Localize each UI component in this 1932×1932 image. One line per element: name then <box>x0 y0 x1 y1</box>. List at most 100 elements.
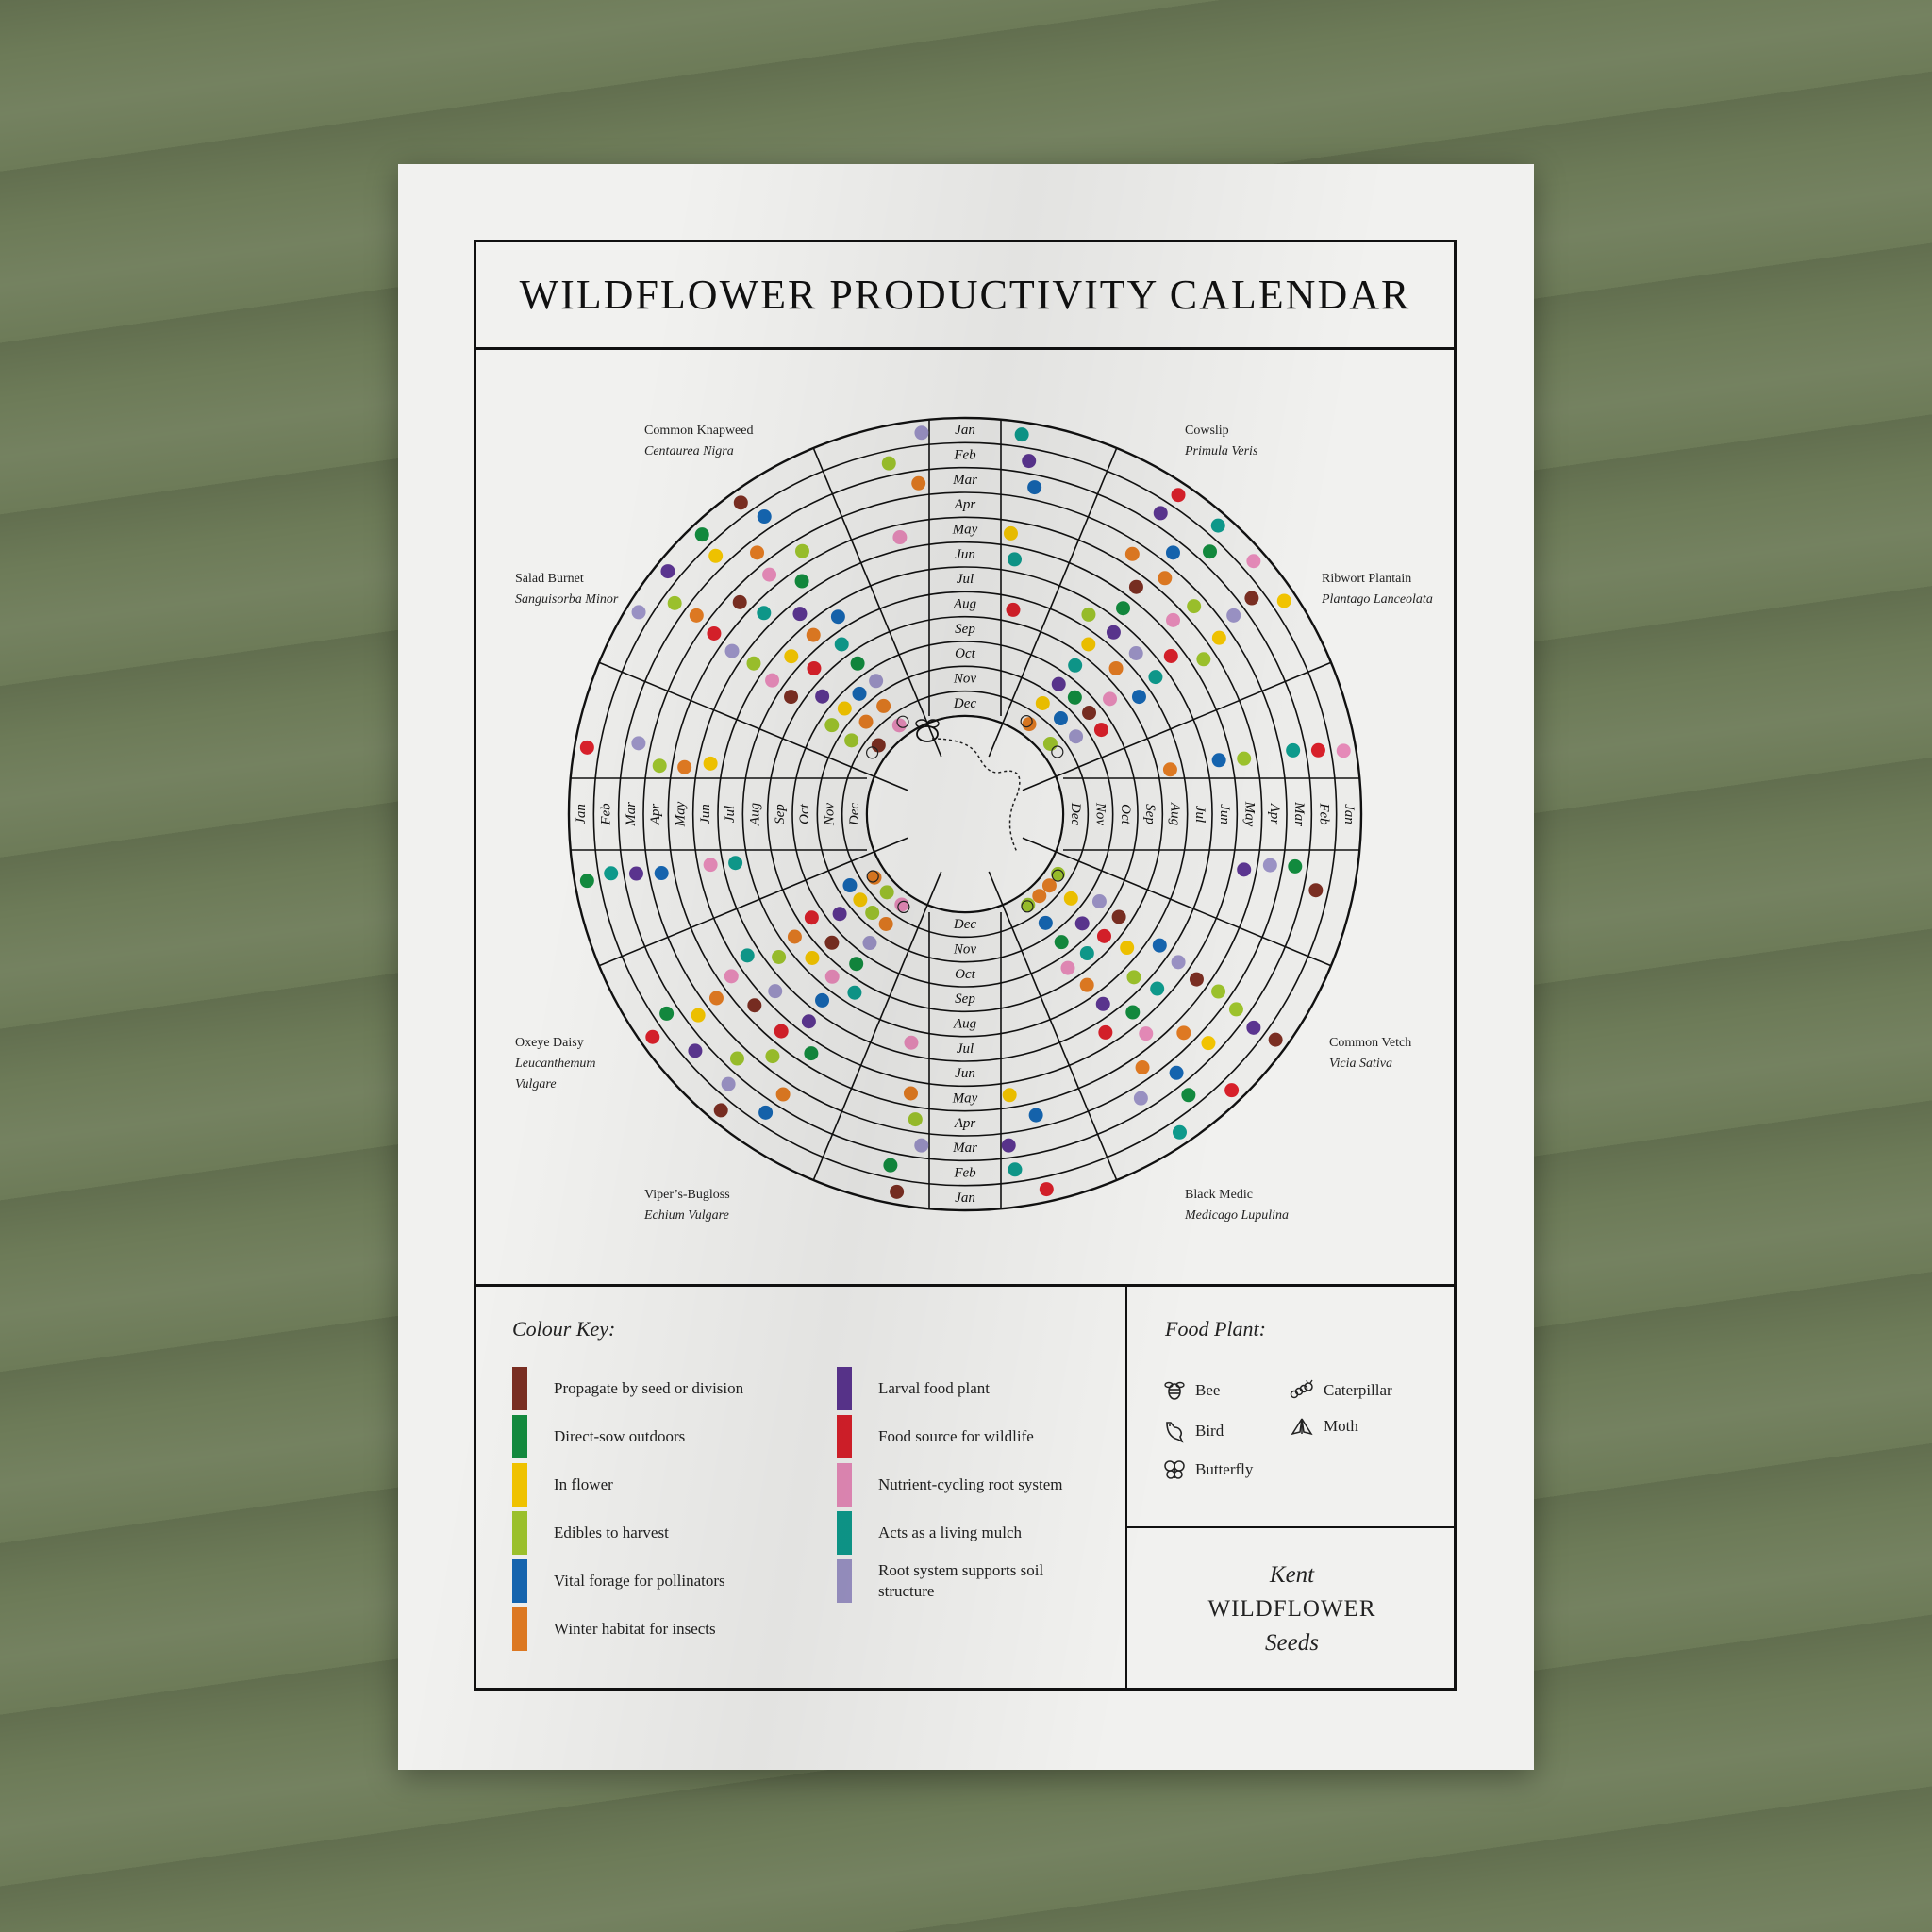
colour-swatch <box>512 1607 527 1651</box>
colour-key-label: Edibles to harvest <box>554 1524 669 1541</box>
activity-dot <box>1237 862 1252 877</box>
food-icon-marker <box>866 746 879 759</box>
activity-dot <box>1126 970 1141 985</box>
activity-dot <box>1153 506 1168 521</box>
month-label: Jan <box>955 1191 975 1206</box>
activity-dot <box>1063 891 1078 906</box>
activity-dot <box>652 758 667 774</box>
activity-dot <box>691 1008 706 1023</box>
month-label: Sep <box>955 622 975 637</box>
activity-dot <box>757 606 772 621</box>
food-icon-marker <box>866 870 879 883</box>
sector-divider <box>988 871 1118 1181</box>
wheel-ring <box>691 541 1239 1088</box>
activity-dot <box>804 910 819 925</box>
activity-dot <box>871 738 886 753</box>
brand-block: Kent WILDFLOWER Seeds <box>1127 1528 1457 1690</box>
activity-dot <box>879 885 894 900</box>
activity-dot <box>1244 591 1259 606</box>
activity-dot <box>1181 1088 1196 1103</box>
brand-line-3: Seeds <box>1265 1630 1319 1656</box>
food-plant-panel: Food Plant: Bee Caterpillar Bird Moth <box>1127 1287 1457 1528</box>
month-label: May <box>674 801 689 827</box>
plant-label-ribwort: Ribwort Plantain Plantago Lanceolata <box>1322 569 1433 610</box>
colour-swatch <box>837 1559 852 1603</box>
wheel-center <box>866 715 1064 913</box>
activity-dot <box>852 686 867 701</box>
food-item-caterpillar: Caterpillar <box>1290 1379 1392 1402</box>
bee-icon <box>1164 1381 1185 1400</box>
activity-dot <box>1150 981 1165 996</box>
food-icon-marker <box>1051 745 1064 758</box>
sector-divider <box>598 661 908 791</box>
activity-dot <box>876 698 891 713</box>
month-label: Jun <box>955 547 975 562</box>
wheel-ring <box>642 491 1288 1137</box>
plant-label-cowslip: Cowslip Primula Veris <box>1185 421 1257 462</box>
activity-dot <box>724 643 740 658</box>
activity-dot <box>804 1046 819 1061</box>
activity-dot <box>708 991 724 1006</box>
brand-line-1: Kent <box>1269 1562 1315 1588</box>
month-label: May <box>952 523 978 538</box>
plant-common-name: Oxeye Daisy <box>515 1036 584 1050</box>
colour-key-item: Propagate by seed or division <box>512 1367 743 1410</box>
activity-dot <box>733 495 748 510</box>
activity-dot <box>1133 1091 1148 1106</box>
month-label: May <box>952 1091 978 1107</box>
plant-scientific-name: Plantago Lanceolata <box>1322 592 1433 607</box>
poster-frame: WILDFLOWER PRODUCTIVITY CALENDAR Dec Nov O… <box>474 240 1457 1690</box>
colour-key-item: Larval food plant <box>837 1367 991 1410</box>
activity-dot <box>724 969 739 984</box>
colour-key-label: Nutrient-cycling root system <box>878 1475 1063 1493</box>
activity-dot <box>1003 525 1018 541</box>
activity-dot <box>858 714 874 729</box>
month-label: Dec <box>953 696 976 711</box>
activity-dot <box>1001 1138 1016 1153</box>
colour-key-label: Larval food plant <box>878 1379 991 1397</box>
activity-dot <box>1135 1060 1150 1075</box>
activity-dot <box>1069 729 1084 744</box>
food-plant-title: Food Plant: <box>1165 1317 1266 1341</box>
colour-key-item: In flower <box>512 1463 613 1507</box>
plant-scientific-name: Echium Vulgare <box>644 1208 729 1223</box>
activity-dot <box>832 907 847 922</box>
activity-dot <box>894 897 909 912</box>
food-item-bird: Bird <box>1163 1419 1224 1443</box>
activity-dot <box>815 689 830 704</box>
colour-swatch <box>512 1511 527 1555</box>
colour-key: Colour Key: Propagate by seed or divisio… <box>476 1287 1127 1690</box>
activity-dot <box>1189 972 1204 987</box>
activity-dot <box>758 1105 774 1120</box>
activity-dot <box>824 969 840 984</box>
activity-dot <box>1166 612 1181 627</box>
activity-dot <box>1336 743 1351 758</box>
month-label: Nov <box>1093 802 1108 826</box>
wheel-ring <box>816 665 1114 963</box>
month-label: Mar <box>624 802 639 827</box>
month-label: Apr <box>648 804 663 826</box>
activity-dot <box>747 998 762 1013</box>
activity-dot <box>1124 546 1140 561</box>
activity-dot <box>784 649 799 664</box>
activity-dot <box>659 1006 675 1021</box>
activity-dot <box>1008 1162 1023 1177</box>
activity-dot <box>1246 1020 1261 1035</box>
activity-dot <box>1165 545 1180 560</box>
title-bar: WILDFLOWER PRODUCTIVITY CALENDAR <box>476 242 1454 350</box>
colour-key-item: Vital forage for pollinators <box>512 1559 725 1603</box>
activity-dot <box>1237 751 1252 766</box>
colour-key-label: Vital forage for pollinators <box>554 1572 725 1590</box>
activity-dot <box>708 548 724 563</box>
activity-dot <box>881 456 896 471</box>
activity-dot <box>1081 637 1096 652</box>
colour-key-label: Food source for wildlife <box>878 1427 1034 1445</box>
food-icon-marker <box>1020 715 1033 728</box>
activity-dot <box>787 929 802 944</box>
wheel-ring <box>766 615 1164 1013</box>
plant-scientific-name: Medicago Lupulina <box>1185 1208 1290 1223</box>
month-label: Dec <box>847 803 862 826</box>
plant-label-knapweed: Common Knapweed Centaurea Nigra <box>644 421 753 462</box>
month-label: Dec <box>953 917 976 932</box>
activity-dot <box>1053 711 1068 726</box>
